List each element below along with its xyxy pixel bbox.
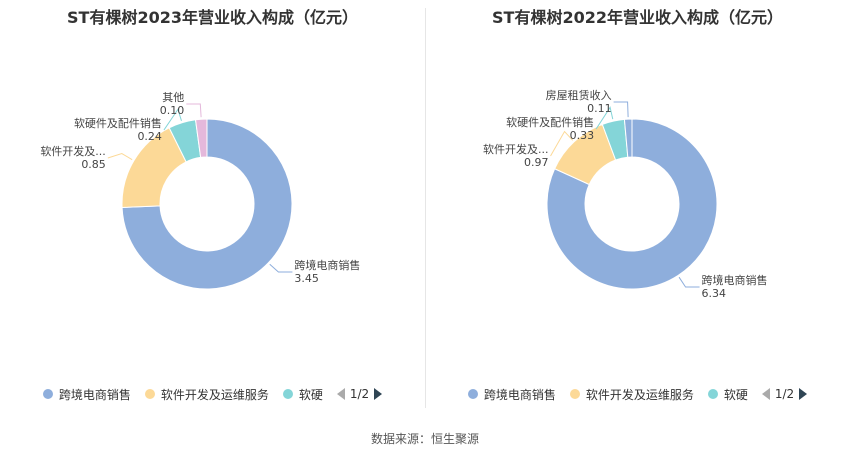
legend-pager: 1/2 bbox=[761, 387, 808, 401]
slice-value-label: 0.24 bbox=[137, 130, 162, 143]
slice-value-label: 0.33 bbox=[570, 129, 595, 142]
label-leader-line bbox=[107, 152, 133, 161]
slice-value-label: 3.45 bbox=[294, 272, 319, 285]
chart-legend: 跨境电商销售 软件开发及运维服务 软硬 1/2 bbox=[425, 384, 850, 404]
slice-name-label: 房屋租赁收入 bbox=[546, 88, 612, 102]
slice-value-label: 0.97 bbox=[524, 156, 549, 169]
legend-item[interactable]: 软件开发及运维服务 bbox=[569, 386, 694, 403]
slice-name-label: 软硬件及配件销售 bbox=[74, 116, 162, 130]
legend-page-indicator: 1/2 bbox=[774, 387, 795, 401]
legend-item[interactable]: 软硬 bbox=[282, 386, 323, 403]
legend-item[interactable]: 跨境电商销售 bbox=[467, 386, 556, 403]
label-leader-line bbox=[613, 101, 629, 118]
chart-title: ST有棵树2022年营业收入构成（亿元） bbox=[492, 8, 783, 27]
pie-slice[interactable] bbox=[121, 118, 293, 290]
legend-marker bbox=[42, 389, 53, 399]
chart-legend: 跨境电商销售 软件开发及运维服务 软硬 1/2 bbox=[0, 384, 425, 404]
slice-name-label: 软硬件及配件销售 bbox=[506, 115, 594, 129]
legend-label: 软件开发及运维服务 bbox=[585, 387, 694, 402]
label-leader-line bbox=[550, 130, 574, 157]
legend-prev-arrow-icon[interactable] bbox=[761, 388, 770, 400]
legend-label: 软硬 bbox=[298, 387, 323, 402]
slice-name-label: 软件开发及... bbox=[483, 142, 549, 156]
label-leader-line bbox=[163, 108, 182, 131]
slice-value-label: 0.11 bbox=[587, 102, 612, 115]
legend-label: 软硬 bbox=[723, 387, 748, 402]
legend-marker bbox=[282, 389, 293, 399]
pie-slice[interactable] bbox=[546, 118, 718, 290]
legend-pager: 1/2 bbox=[336, 387, 383, 401]
slice-name-label: 跨境电商销售 bbox=[294, 258, 360, 272]
panel-divider bbox=[425, 8, 426, 408]
legend-marker bbox=[144, 389, 155, 399]
slice-value-label: 0.10 bbox=[160, 104, 185, 117]
legend-marker bbox=[707, 389, 718, 399]
pie-slice[interactable] bbox=[623, 118, 633, 158]
legend-next-arrow-icon[interactable] bbox=[799, 388, 808, 400]
legend-marker bbox=[569, 389, 580, 399]
label-leader-line bbox=[678, 276, 700, 288]
legend-item[interactable]: 软硬 bbox=[707, 386, 748, 403]
slice-name-label: 跨境电商销售 bbox=[702, 273, 768, 287]
slice-value-label: 0.85 bbox=[81, 158, 106, 171]
chart-panel-2022: ST有棵树2022年营业收入构成（亿元） 跨境电商销售 6.34 软件开发及... 0… bbox=[425, 0, 850, 420]
label-leader-line bbox=[595, 106, 614, 130]
legend-label: 跨境电商销售 bbox=[483, 387, 556, 402]
chart-title: ST有棵树2023年营业收入构成（亿元） bbox=[67, 8, 358, 27]
legend-next-arrow-icon[interactable] bbox=[374, 388, 383, 400]
slice-value-label: 6.34 bbox=[702, 287, 727, 300]
chart-panel-2023: ST有棵树2023年营业收入构成（亿元） 跨境电商销售 3.45 软件开发及... 0… bbox=[0, 0, 425, 420]
legend-marker bbox=[467, 389, 478, 399]
slice-name-label: 其他 bbox=[162, 91, 184, 104]
legend-item[interactable]: 软件开发及运维服务 bbox=[144, 386, 269, 403]
pie-slice[interactable] bbox=[194, 118, 208, 158]
label-leader-line bbox=[186, 103, 202, 118]
legend-item[interactable]: 跨境电商销售 bbox=[42, 386, 131, 403]
legend-label: 跨境电商销售 bbox=[58, 387, 131, 402]
legend-page-indicator: 1/2 bbox=[349, 387, 370, 401]
label-leader-line bbox=[269, 263, 293, 273]
data-source-note: 数据来源：恒生聚源 bbox=[370, 432, 479, 446]
slice-name-label: 软件开发及... bbox=[40, 144, 106, 158]
legend-prev-arrow-icon[interactable] bbox=[336, 388, 345, 400]
legend-label: 软件开发及运维服务 bbox=[160, 387, 269, 402]
